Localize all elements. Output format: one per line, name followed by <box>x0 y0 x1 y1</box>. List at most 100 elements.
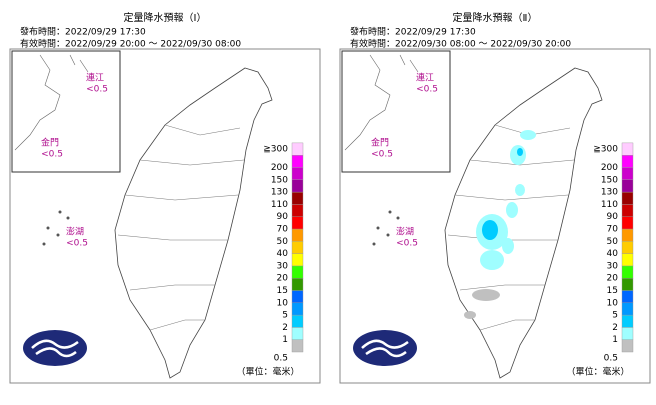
island-value: <0.5 <box>41 150 63 160</box>
legend-label: 5 <box>282 311 288 321</box>
legend-label: 10 <box>607 298 619 308</box>
legend-label: 20 <box>607 274 619 284</box>
island-dot <box>388 210 392 214</box>
valid-time: 有效時間：2022/09/30 08:00 ～ 2022/09/30 20:00 <box>350 38 571 50</box>
legend-swatch <box>291 204 304 217</box>
legend-swatch <box>621 278 634 291</box>
legend-swatch <box>621 154 634 168</box>
legend-label: 1 <box>612 335 618 345</box>
taiwan-outline <box>444 67 603 379</box>
legend-swatch <box>621 216 634 230</box>
legend-swatch <box>291 228 304 242</box>
legend-label: 70 <box>277 225 289 235</box>
legend-label: 1 <box>282 335 288 345</box>
island-dot <box>56 233 60 237</box>
valid-time: 有效時間：2022/09/29 20:00 ～ 2022/09/30 08:00 <box>20 38 241 50</box>
island-dot <box>386 233 390 237</box>
legend-swatch <box>621 290 634 304</box>
taiwan-outline <box>114 67 273 379</box>
legend-label: 0.5 <box>604 354 618 364</box>
legend-swatch <box>621 228 634 242</box>
coast-inset <box>344 54 419 151</box>
legend-swatch <box>291 167 304 181</box>
island-dot <box>66 216 70 220</box>
legend-swatch <box>291 216 304 230</box>
legend-label: 150 <box>271 175 288 185</box>
legend-label: 130 <box>601 188 618 198</box>
island-dot <box>376 226 380 230</box>
legend-label: 90 <box>607 212 619 222</box>
legend-swatch <box>291 290 304 304</box>
legend-swatch <box>621 314 634 328</box>
legend-swatch <box>621 142 634 156</box>
logo <box>353 330 417 366</box>
island-name: 澎湖 <box>396 226 414 238</box>
logo <box>23 330 87 366</box>
island-name: 連江 <box>86 72 104 84</box>
island-dot <box>46 226 50 230</box>
rain-area <box>464 130 536 319</box>
legend-swatch <box>291 253 304 267</box>
legend-swatch <box>621 339 634 353</box>
legend-label: 110 <box>601 200 618 210</box>
legend-label: ≧300 <box>263 145 288 155</box>
legend-label: 70 <box>607 225 619 235</box>
legend-label: 40 <box>607 249 619 259</box>
legend-swatch <box>291 314 304 328</box>
legend-label: 130 <box>271 188 288 198</box>
legend-swatch <box>291 327 304 340</box>
island-name: 金門 <box>371 137 389 149</box>
legend-label: 90 <box>277 212 289 222</box>
legend-label: 200 <box>271 163 288 173</box>
map-panel: 定量降水預報（Ⅱ） 發布時間：2022/09/29 17:30有效時間：2022/… <box>339 11 651 384</box>
legend-swatch <box>291 302 304 316</box>
issued-time: 發布時間：2022/09/29 17:30 <box>350 26 476 38</box>
island-name: 連江 <box>416 72 434 84</box>
island-dot <box>58 210 62 214</box>
legend-label: 20 <box>277 274 289 284</box>
island-value: <0.5 <box>86 85 108 95</box>
legend-label: 40 <box>277 249 289 259</box>
legend-label: 200 <box>601 163 618 173</box>
panel-title: 定量降水預報（Ⅱ） <box>453 11 538 24</box>
legend-swatch <box>621 253 634 267</box>
legend-swatch <box>621 204 634 217</box>
inset-frame <box>341 50 451 173</box>
island-value: <0.5 <box>396 239 418 249</box>
legend-swatch <box>621 167 634 181</box>
legend-swatch <box>621 302 634 316</box>
legend-label: 110 <box>271 200 288 210</box>
legend-swatch <box>291 179 304 193</box>
legend-swatch <box>621 191 634 205</box>
legend-swatch <box>291 191 304 205</box>
logo-mark <box>31 339 79 358</box>
island-value: <0.5 <box>371 150 393 160</box>
legend-label: 150 <box>601 175 618 185</box>
map-frame <box>339 48 651 384</box>
legend-swatch <box>291 278 304 291</box>
inset-frame <box>11 50 121 173</box>
map-frame <box>9 48 321 384</box>
legend-swatch <box>621 179 634 193</box>
legend-label: 50 <box>277 237 289 247</box>
issued-time: 發布時間：2022/09/29 17:30 <box>20 26 146 38</box>
legend-swatch <box>621 241 634 254</box>
legend-label: 5 <box>612 311 618 321</box>
unit-label: （單位：毫米） <box>236 366 299 378</box>
unit-label: （單位：毫米） <box>566 366 629 378</box>
island-dot <box>42 242 46 246</box>
map-panel: 定量降水預報（Ⅰ） 發布時間：2022/09/29 17:30有效時間：2022/… <box>9 11 321 384</box>
legend-swatch <box>291 142 304 156</box>
legend-swatch <box>621 265 634 279</box>
legend-label: 15 <box>277 286 288 296</box>
island-value: <0.5 <box>416 85 438 95</box>
legend-label: 2 <box>612 323 618 333</box>
coast-inset <box>14 54 89 151</box>
legend-swatch <box>291 241 304 254</box>
legend-label: 0.5 <box>274 354 288 364</box>
legend-label: 2 <box>282 323 288 333</box>
island-name: 金門 <box>41 137 59 149</box>
legend-swatch <box>291 265 304 279</box>
legend-label: ≧300 <box>593 145 618 155</box>
island-dot <box>396 216 400 220</box>
